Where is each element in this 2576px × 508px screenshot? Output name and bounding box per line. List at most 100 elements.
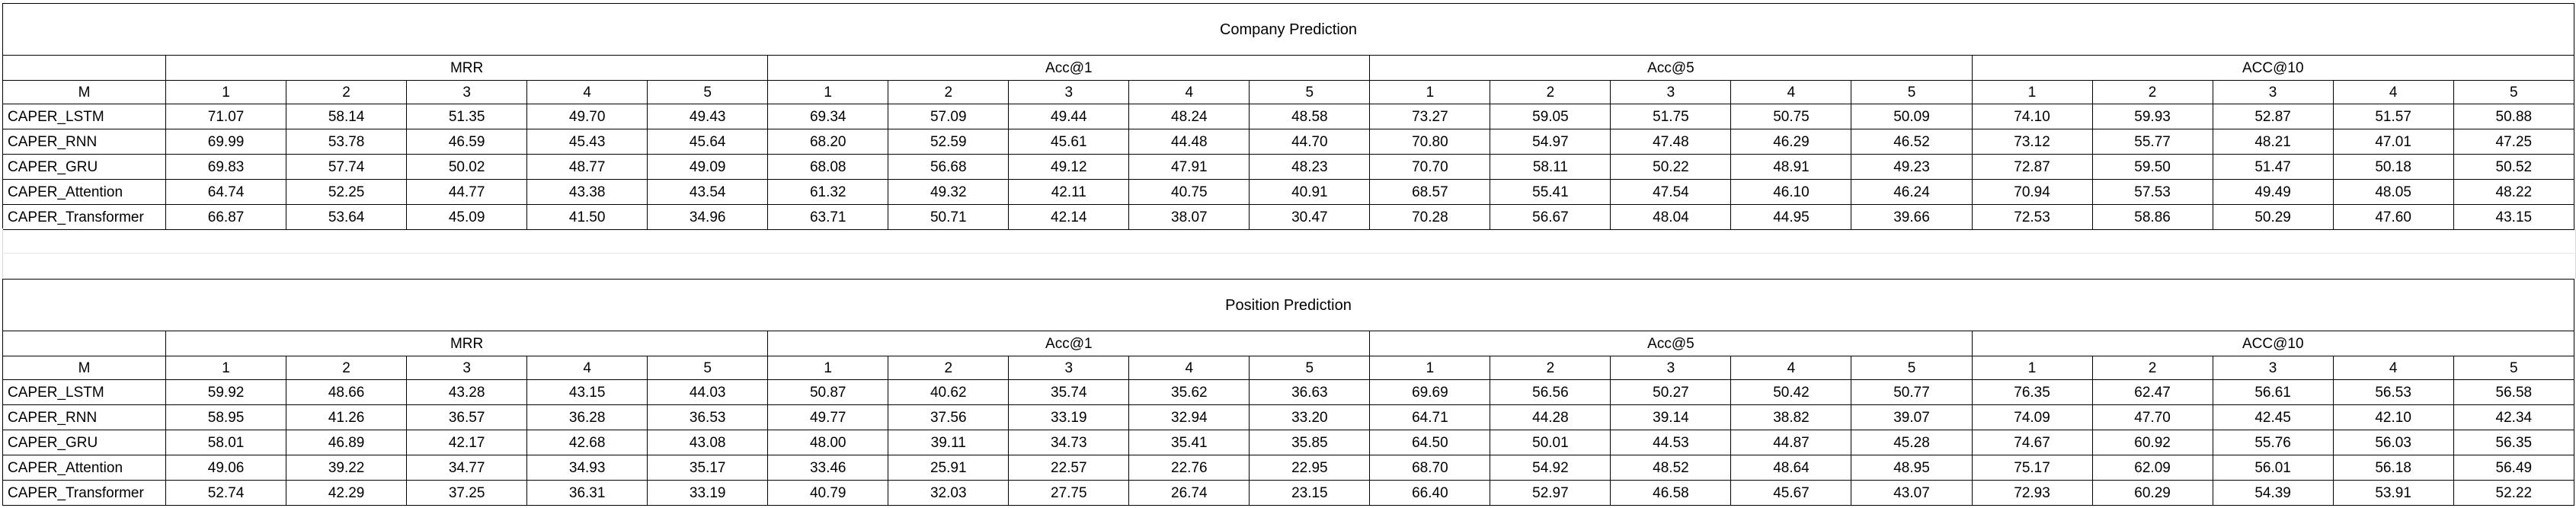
score-cell: 58.86 (2091, 204, 2213, 230)
step-column-header: 5 (1249, 356, 1371, 380)
score-cell: 47.54 (1610, 179, 1732, 205)
table-row: CAPER_GRU 58.01 46.89 42.17 42.68 43.08 48.00 3… (2, 430, 2575, 455)
score-cell: 56.67 (1490, 204, 1611, 230)
score-cell: 36.63 (1249, 379, 1371, 405)
model-column-header: M (2, 80, 167, 104)
score-cell: 46.29 (1730, 129, 1852, 155)
score-cell: 40.62 (888, 379, 1010, 405)
score-cell: 49.09 (647, 154, 769, 180)
score-cell: 47.01 (2332, 129, 2454, 155)
step-column-header: 4 (526, 80, 648, 104)
table-row: CAPER_LSTM 71.07 58.14 51.35 49.70 49.43 69.34… (2, 104, 2575, 129)
step-column-header: 3 (2212, 356, 2334, 380)
score-cell: 35.41 (1128, 430, 1250, 455)
score-cell: 49.43 (647, 104, 769, 129)
score-cell: 48.05 (2332, 179, 2454, 205)
score-cell: 34.77 (406, 455, 528, 481)
gridline (3, 253, 2575, 254)
metric-group-header: Acc@5 (1369, 55, 1973, 81)
score-cell: 33.19 (1008, 404, 1130, 430)
step-column-header: 4 (2332, 80, 2454, 104)
score-cell: 49.44 (1008, 104, 1130, 129)
score-cell: 39.14 (1610, 404, 1732, 430)
model-name-cell: CAPER_Transformer (2, 480, 167, 506)
step-column-header: 1 (1971, 80, 2093, 104)
step-column-header: 4 (1128, 80, 1250, 104)
step-column-header: 5 (2453, 356, 2575, 380)
step-column-header: 2 (2091, 80, 2213, 104)
score-cell: 47.70 (2091, 404, 2213, 430)
score-cell: 49.49 (2212, 179, 2334, 205)
score-cell: 54.97 (1490, 129, 1611, 155)
score-cell: 38.07 (1128, 204, 1250, 230)
score-cell: 49.70 (526, 104, 648, 129)
step-column-header: 4 (1730, 356, 1852, 380)
score-cell: 69.83 (165, 154, 287, 180)
score-cell: 35.85 (1249, 430, 1371, 455)
score-cell: 50.18 (2332, 154, 2454, 180)
score-cell: 70.94 (1971, 179, 2093, 205)
score-cell: 43.15 (2453, 204, 2575, 230)
score-cell: 46.58 (1610, 480, 1732, 506)
score-cell: 52.74 (165, 480, 287, 506)
step-column-header: 1 (165, 80, 287, 104)
score-cell: 50.88 (2453, 104, 2575, 129)
step-column-header: 3 (1610, 80, 1732, 104)
score-cell: 52.25 (286, 179, 408, 205)
score-cell: 56.49 (2453, 455, 2575, 481)
empty-spacer-rows (2, 228, 2576, 279)
step-column-header: 5 (1249, 80, 1371, 104)
score-cell: 47.25 (2453, 129, 2575, 155)
model-name-cell: CAPER_LSTM (2, 379, 167, 405)
model-name-cell: CAPER_GRU (2, 430, 167, 455)
score-cell: 52.87 (2212, 104, 2334, 129)
score-cell: 64.74 (165, 179, 287, 205)
score-cell: 66.87 (165, 204, 287, 230)
score-cell: 51.47 (2212, 154, 2334, 180)
score-cell: 60.29 (2091, 480, 2213, 506)
score-cell: 56.53 (2332, 379, 2454, 405)
score-cell: 39.22 (286, 455, 408, 481)
score-cell: 39.11 (888, 430, 1010, 455)
score-cell: 34.96 (647, 204, 769, 230)
score-cell: 68.70 (1369, 455, 1491, 481)
step-column-header: 2 (2091, 356, 2213, 380)
score-cell: 75.17 (1971, 455, 2093, 481)
score-cell: 42.10 (2332, 404, 2454, 430)
score-cell: 43.38 (526, 179, 648, 205)
step-column-header: 1 (1971, 356, 2093, 380)
score-cell: 35.74 (1008, 379, 1130, 405)
model-name-cell: CAPER_GRU (2, 154, 167, 180)
metric-group-header: Acc@5 (1369, 331, 1973, 356)
score-cell: 34.73 (1008, 430, 1130, 455)
step-column-header: 3 (406, 356, 528, 380)
score-cell: 48.58 (1249, 104, 1371, 129)
score-cell: 48.21 (2212, 129, 2334, 155)
model-name-cell: CAPER_Attention (2, 455, 167, 481)
score-cell: 62.47 (2091, 379, 2213, 405)
score-cell: 46.10 (1730, 179, 1852, 205)
score-cell: 22.76 (1128, 455, 1250, 481)
metric-header-row: MRR Acc@1 Acc@5 ACC@10 (2, 55, 2575, 81)
score-cell: 74.67 (1971, 430, 2093, 455)
score-cell: 55.76 (2212, 430, 2334, 455)
table-row: CAPER_Transformer 52.74 42.29 37.25 36.31 33.… (2, 480, 2575, 506)
score-cell: 69.99 (165, 129, 287, 155)
score-cell: 49.06 (165, 455, 287, 481)
score-cell: 48.66 (286, 379, 408, 405)
score-cell: 69.69 (1369, 379, 1491, 405)
step-column-header: 2 (888, 356, 1010, 380)
step-column-header: 5 (647, 80, 769, 104)
score-cell: 56.01 (2212, 455, 2334, 481)
score-cell: 54.39 (2212, 480, 2334, 506)
score-cell: 36.31 (526, 480, 648, 506)
score-cell: 70.70 (1369, 154, 1491, 180)
step-column-header: 2 (1490, 80, 1611, 104)
score-cell: 44.77 (406, 179, 528, 205)
score-cell: 54.92 (1490, 455, 1611, 481)
score-cell: 58.01 (165, 430, 287, 455)
score-cell: 44.95 (1730, 204, 1852, 230)
score-cell: 74.09 (1971, 404, 2093, 430)
